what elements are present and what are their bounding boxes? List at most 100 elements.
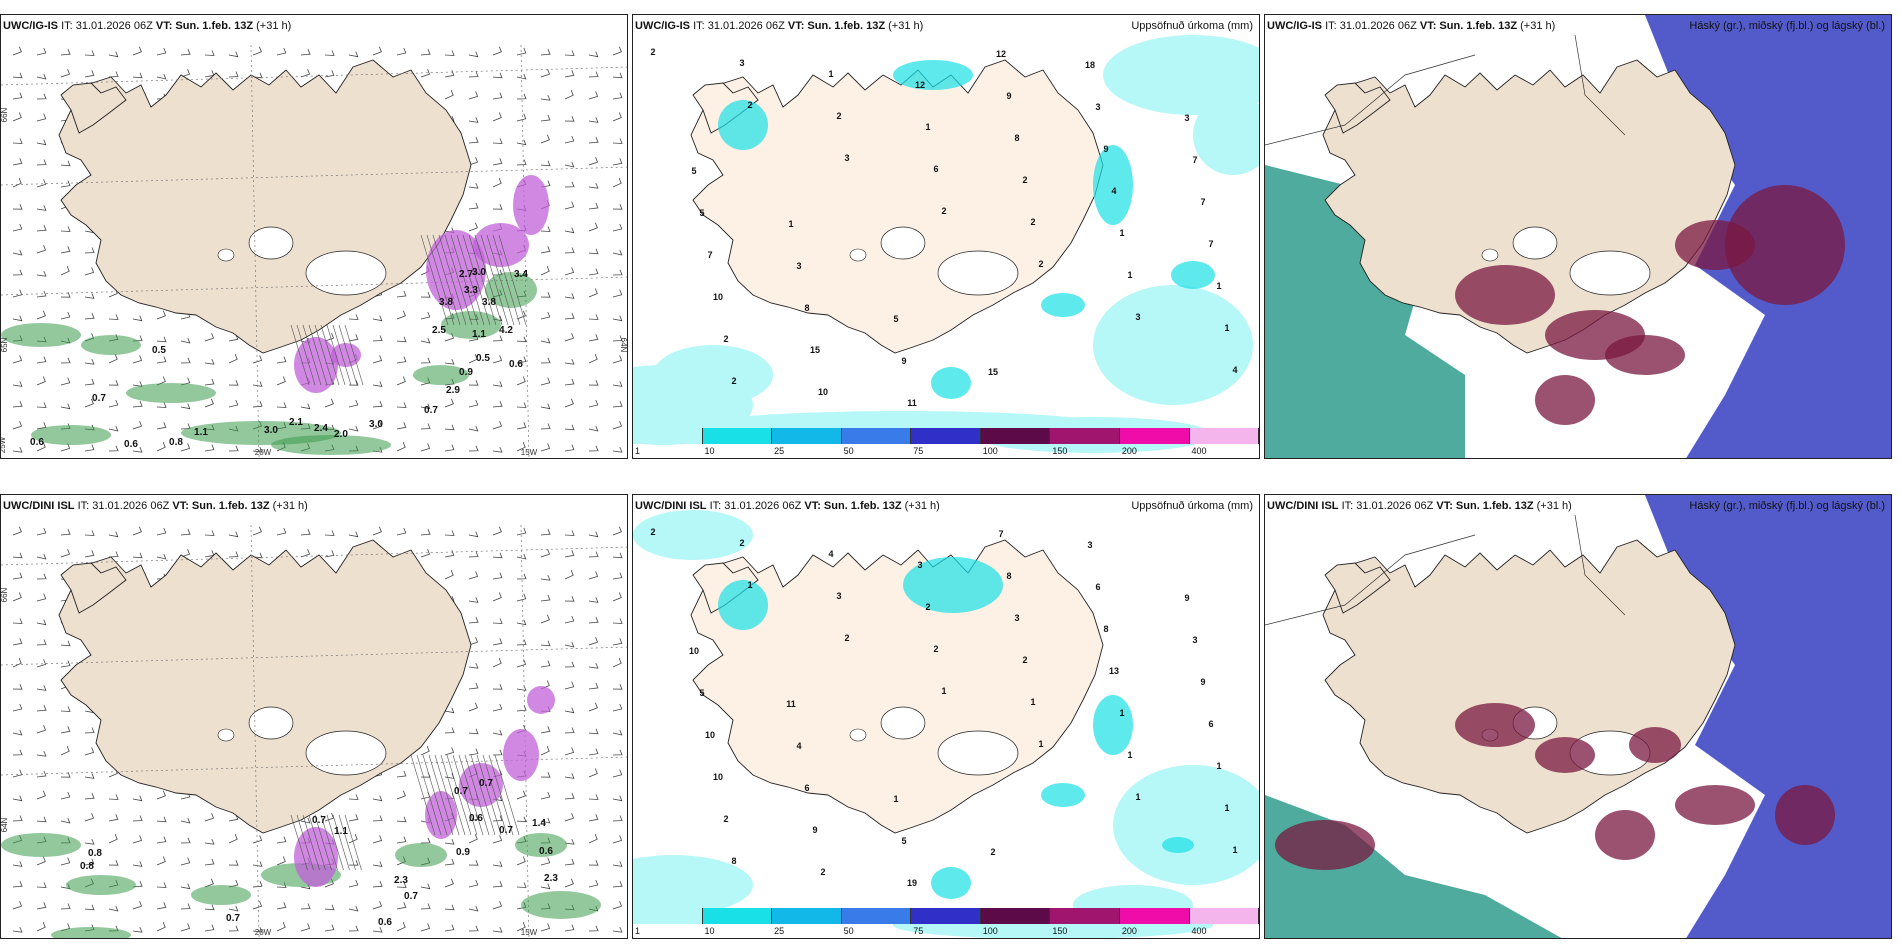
wind-barb bbox=[564, 570, 574, 580]
wind-barb bbox=[348, 399, 359, 408]
wind-barb bbox=[396, 356, 407, 364]
wind-barb bbox=[564, 70, 575, 78]
wind-barb bbox=[492, 703, 503, 712]
wind-barb bbox=[612, 526, 622, 536]
wind-barb bbox=[12, 46, 22, 56]
wind-barb bbox=[612, 249, 623, 256]
wind-barb bbox=[492, 658, 502, 668]
gust-value-label: 0.7 bbox=[499, 825, 513, 836]
wind-barb bbox=[492, 684, 503, 690]
wind-barb bbox=[36, 290, 47, 298]
wind-barb bbox=[60, 746, 70, 756]
wind-barb bbox=[468, 117, 479, 123]
wind-barb bbox=[540, 817, 551, 824]
wind-barb bbox=[84, 444, 95, 452]
wind-barb bbox=[12, 815, 23, 822]
wind-barb bbox=[180, 837, 191, 844]
precip-value-label: 8 bbox=[804, 303, 809, 313]
gust-value-label: 0.6 bbox=[30, 437, 44, 448]
gust-value-label: 3.8 bbox=[439, 297, 453, 308]
wind-barb bbox=[228, 905, 239, 912]
wind-barb bbox=[252, 881, 263, 888]
wind-barb bbox=[156, 882, 167, 888]
wind-barb bbox=[372, 46, 382, 56]
wind-barb bbox=[324, 332, 335, 342]
wind-barb bbox=[468, 551, 479, 558]
wind-barb bbox=[324, 70, 335, 78]
wind-barb bbox=[12, 684, 23, 690]
wind-barb bbox=[468, 202, 479, 210]
precip-map: 2232234326211211211210128471015119977891… bbox=[633, 35, 1259, 453]
wind-barb bbox=[36, 376, 46, 386]
panel-bottom-right: UWC/DINI ISL IT: 31.01.2026 06Z VT: Sun.… bbox=[1264, 494, 1892, 939]
wind-barb bbox=[612, 401, 623, 408]
wind-barb bbox=[588, 354, 598, 364]
valid-time: VT: Sun. 1.feb. 13Z bbox=[787, 20, 886, 32]
legend-swatch bbox=[1119, 428, 1190, 444]
wind-barb bbox=[492, 204, 503, 210]
wind-barb bbox=[252, 46, 262, 56]
wind-barb bbox=[588, 51, 599, 58]
wind-barb bbox=[180, 857, 191, 866]
wind-barb bbox=[348, 531, 359, 538]
wind-barb bbox=[588, 399, 599, 408]
wind-barb bbox=[156, 73, 167, 80]
hatch-line bbox=[498, 234, 527, 326]
wind-barb bbox=[564, 332, 575, 342]
precip-heavier-area bbox=[893, 60, 973, 90]
wind-barb bbox=[204, 444, 215, 452]
wind-barb bbox=[516, 356, 527, 364]
wind-barb bbox=[420, 923, 431, 932]
precip-value-label: 10 bbox=[713, 772, 723, 782]
precip-value-label: 1 bbox=[1038, 739, 1043, 749]
panel-bottom-left: UWC/DINI ISL IT: 31.01.2026 06Z VT: Sun.… bbox=[0, 494, 628, 939]
wind-barb bbox=[588, 117, 599, 123]
hatch-line bbox=[488, 754, 514, 836]
hatch-line bbox=[314, 814, 332, 871]
wind-barb bbox=[36, 159, 47, 166]
precip-value-label: 6 bbox=[933, 164, 938, 174]
wind-barb bbox=[492, 835, 503, 844]
hatch-line bbox=[302, 814, 320, 871]
wind-barb bbox=[324, 924, 335, 932]
gust-value-label: 2.9 bbox=[446, 385, 460, 396]
high-wind-area bbox=[473, 223, 529, 267]
wind-barb bbox=[396, 770, 407, 778]
wind-barb bbox=[516, 639, 527, 646]
wind-barb bbox=[252, 835, 263, 844]
init-time: IT: 31.01.2026 06Z bbox=[77, 500, 170, 512]
axis-tick-label: 25W bbox=[1, 436, 7, 453]
precip-value-label: 7 bbox=[998, 529, 1003, 539]
precip-value-label: 7 bbox=[1192, 155, 1197, 165]
wind-barb bbox=[36, 244, 47, 254]
cloud-map bbox=[1265, 495, 1891, 938]
panel-header: UWC/DINI ISL IT: 31.01.2026 06Z VT: Sun.… bbox=[635, 500, 1255, 514]
precip-area bbox=[653, 345, 773, 405]
wind-barb bbox=[132, 72, 143, 79]
region-line bbox=[1265, 54, 1476, 146]
wind-barb bbox=[348, 905, 359, 912]
wind-barb bbox=[516, 573, 527, 580]
wind-barb bbox=[228, 380, 239, 386]
wind-barb bbox=[180, 883, 191, 890]
precip-value-label: 2 bbox=[933, 644, 938, 654]
mid-cloud-area bbox=[1775, 785, 1835, 845]
gust-value-label: 1.1 bbox=[194, 427, 208, 438]
mid-cloud-area bbox=[1675, 785, 1755, 825]
mid-cloud-area bbox=[1535, 737, 1595, 773]
wind-barb bbox=[516, 159, 527, 166]
axis-tick-label: 15W bbox=[521, 448, 538, 457]
vatnajokull-glacier bbox=[1569, 250, 1651, 296]
legend-label: 50 bbox=[843, 446, 854, 456]
wind-barb bbox=[516, 73, 527, 80]
wind-barb bbox=[12, 769, 23, 778]
wind-barb bbox=[60, 403, 71, 410]
wind-barb bbox=[84, 812, 95, 822]
wind-barb bbox=[564, 50, 575, 56]
wind-barb bbox=[540, 640, 551, 647]
wind-barb bbox=[612, 92, 623, 100]
legend-swatch bbox=[772, 908, 842, 924]
mid-cloud-area bbox=[1455, 703, 1535, 747]
wind-barb bbox=[468, 702, 478, 712]
precip-value-label: 10 bbox=[705, 730, 715, 740]
